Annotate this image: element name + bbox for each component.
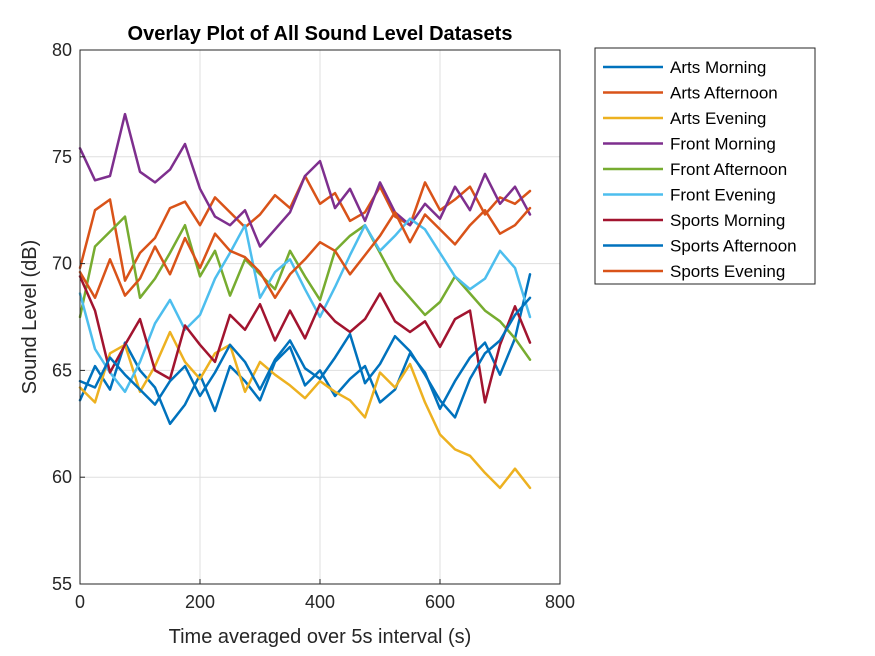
y-tick-label: 75 — [52, 147, 72, 167]
y-tick-label: 65 — [52, 360, 72, 380]
legend-entry: Front Morning — [603, 135, 776, 154]
x-tick-label: 0 — [75, 592, 85, 612]
legend-entry: Sports Afternoon — [603, 237, 797, 256]
legend-label: Sports Afternoon — [670, 237, 797, 256]
y-axis-label: Sound Level (dB) — [19, 240, 41, 395]
series-line-arts-morning — [78, 273, 532, 426]
legend-label: Front Evening — [670, 186, 776, 205]
x-axis-label: Time averaged over 5s interval (s) — [169, 626, 472, 648]
legend-entry: Front Evening — [603, 186, 776, 205]
series-line-front-morning — [78, 112, 532, 248]
series-line-front-evening — [78, 217, 532, 394]
legend-entry: Front Afternoon — [603, 160, 787, 179]
legend-label: Front Afternoon — [670, 160, 787, 179]
legend-entry: Arts Afternoon — [603, 84, 778, 103]
legend-entry: Arts Morning — [603, 58, 766, 77]
x-tick-label: 200 — [185, 592, 215, 612]
series-line-sports-evening — [78, 206, 532, 300]
y-tick-label: 55 — [52, 574, 72, 594]
legend: Arts Morning Arts Afternoon Arts Evening Fr… — [594, 47, 816, 285]
legend-entry: Sports Morning — [603, 211, 785, 230]
chart-title: Overlay Plot of All Sound Level Datasets — [128, 23, 513, 45]
legend-label: Arts Afternoon — [670, 84, 778, 103]
series-line-sports-afternoon — [78, 296, 532, 419]
series-lines — [78, 112, 532, 490]
tick-labels: 0 200 400 600 800 55 60 65 70 75 80 — [52, 40, 575, 612]
x-tick-label: 600 — [425, 592, 455, 612]
y-tick-label: 70 — [52, 254, 72, 274]
y-tick-label: 60 — [52, 467, 72, 487]
legend-label: Arts Morning — [670, 58, 766, 77]
x-tick-label: 800 — [545, 592, 575, 612]
tick-marks — [79, 49, 561, 585]
legend-entry: Sports Evening — [603, 262, 785, 281]
legend-label: Sports Evening — [670, 262, 785, 281]
x-tick-label: 400 — [305, 592, 335, 612]
legend-entry: Arts Evening — [603, 109, 766, 128]
y-tick-label: 80 — [52, 40, 72, 60]
series-line-sports-morning — [78, 275, 532, 404]
legend-label: Arts Evening — [670, 109, 766, 128]
legend-label: Front Morning — [670, 135, 776, 154]
legend-label: Sports Morning — [670, 211, 785, 230]
